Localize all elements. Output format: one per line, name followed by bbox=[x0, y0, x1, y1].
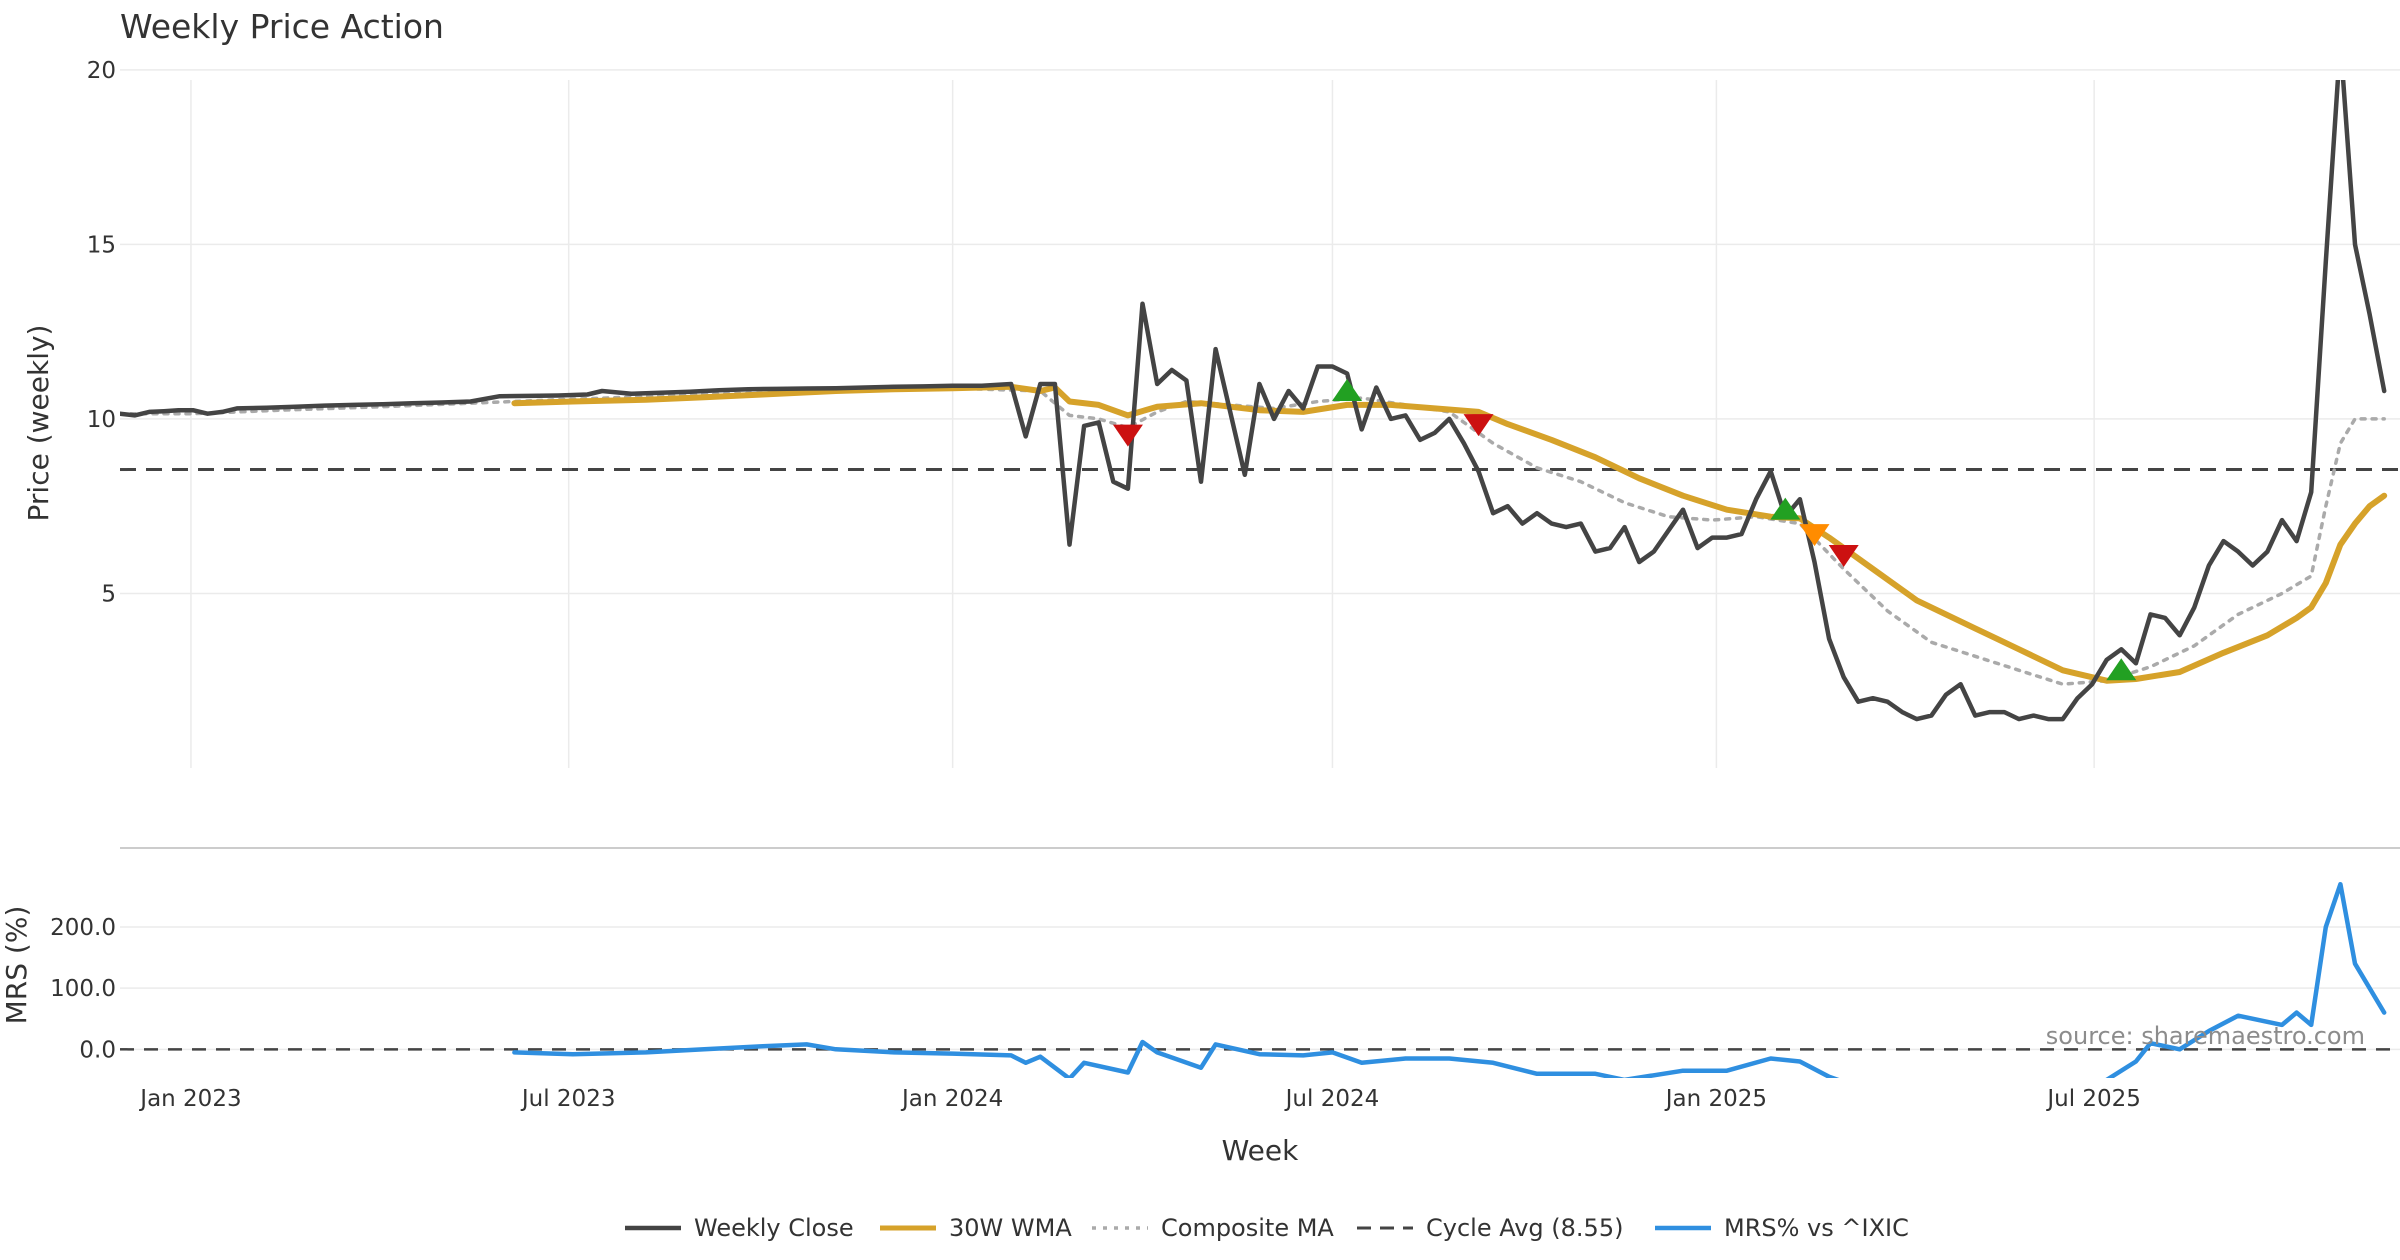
mrs-y-axis-label: MRS (%) bbox=[0, 906, 33, 1025]
composite-series-line bbox=[120, 386, 2386, 686]
mrs-y-tick-label: 0.0 bbox=[79, 1037, 116, 1063]
grid-layer bbox=[120, 69, 2400, 1051]
signal-marker-up bbox=[1770, 497, 1801, 520]
x-tick-label: Jan 2025 bbox=[1664, 1086, 1767, 1112]
legend-label: Cycle Avg (8.55) bbox=[1426, 1214, 1623, 1242]
mrs-series-line bbox=[512, 881, 2387, 1078]
price-y-axis-label: Price (weekly) bbox=[22, 325, 55, 522]
signal-marker-down bbox=[1828, 545, 1859, 568]
reference-lines bbox=[120, 468, 2400, 1051]
x-tick-label: Jul 2023 bbox=[520, 1086, 616, 1112]
x-tick-label: Jul 2024 bbox=[1284, 1086, 1380, 1112]
mrs-y-tick-label: 100.0 bbox=[50, 976, 116, 1002]
legend-item: Cycle Avg (8.55) bbox=[1357, 1214, 1623, 1242]
legend-item: 30W WMA bbox=[880, 1214, 1072, 1242]
legend-label: Composite MA bbox=[1161, 1214, 1334, 1242]
signal-marker-down bbox=[1799, 524, 1830, 547]
x-axis-label: Week bbox=[1222, 1134, 1299, 1167]
signal-marker-up bbox=[2106, 658, 2137, 681]
legend-item: Composite MA bbox=[1092, 1214, 1334, 1242]
legend-label: MRS% vs ^IXIC bbox=[1724, 1214, 1909, 1242]
x-tick-label: Jan 2024 bbox=[900, 1086, 1003, 1112]
signal-marker-down bbox=[1463, 414, 1494, 437]
legend-label: 30W WMA bbox=[949, 1214, 1072, 1242]
mrs-y-tick-label: 200.0 bbox=[50, 915, 116, 941]
series-layer bbox=[120, 80, 2388, 1078]
x-tick-label: Jan 2023 bbox=[138, 1086, 241, 1112]
x-tick-label: Jul 2025 bbox=[2045, 1086, 2141, 1112]
price-y-tick-label: 10 bbox=[87, 407, 116, 433]
legend-item: Weekly Close bbox=[625, 1214, 854, 1242]
signal-marker-up bbox=[1332, 378, 1363, 401]
price-y-tick-label: 5 bbox=[101, 581, 116, 607]
price-y-tick-label: 15 bbox=[87, 232, 116, 258]
signal-markers bbox=[1112, 378, 2137, 681]
wma-series-line bbox=[511, 383, 2388, 684]
tick-labels: Jan 2023 Jul 2023 Jan 2024 Jul 2024 Jan 2025… bbox=[50, 58, 2141, 1112]
chart-title: Weekly Price Action bbox=[120, 7, 444, 46]
legend: Weekly Close 30W WMA Composite MA Cycle Avg… bbox=[625, 1214, 1909, 1242]
legend-label: Weekly Close bbox=[694, 1214, 854, 1242]
source-credit: source: sharemaestro.com bbox=[2046, 1022, 2365, 1050]
signal-marker-down bbox=[1112, 424, 1143, 447]
close-series-line bbox=[120, 80, 2387, 722]
price-y-tick-label: 20 bbox=[87, 58, 116, 84]
legend-item: MRS% vs ^IXIC bbox=[1655, 1214, 1909, 1242]
